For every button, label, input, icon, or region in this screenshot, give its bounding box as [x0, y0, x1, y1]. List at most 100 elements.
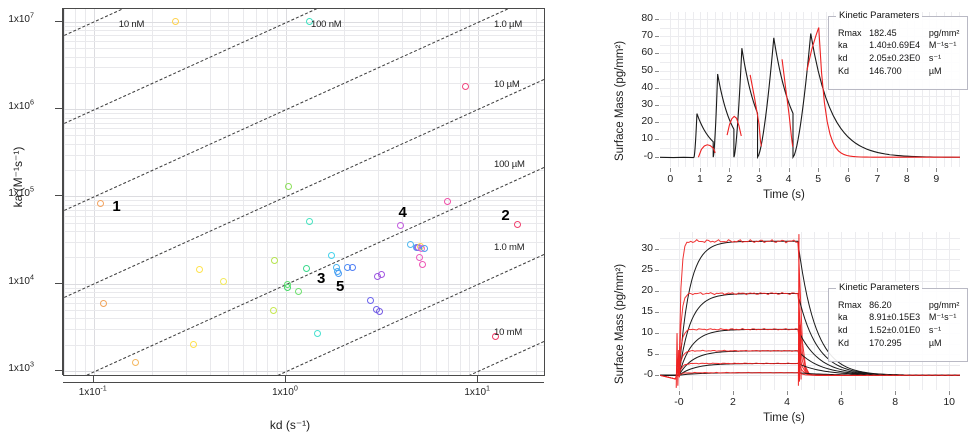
scatter-point: [303, 265, 311, 273]
gridline-vertical: [685, 12, 687, 167]
gridline-vertical: [705, 232, 707, 390]
gridline-vertical: [277, 9, 279, 375]
scatter-point: [284, 182, 292, 190]
y-tick-label: 15: [641, 305, 653, 318]
y-tick-label: 25: [641, 262, 653, 275]
scatter-point: [366, 297, 374, 305]
gridline-horizontal: [64, 242, 544, 243]
kinetic-parameter-row: Rmax 86.20 pg/mm²: [838, 299, 967, 311]
gridline-vertical: [759, 12, 760, 167]
scatter-point: [269, 306, 277, 314]
gridline-horizontal: [660, 280, 960, 282]
scatter-plot-area: 10 nM 100 nM 1.0 µM 10 µM 100 µM 1.0 mM 10 mM …: [63, 8, 545, 376]
scatter-point: [416, 253, 423, 261]
x-tick-label: 1x10-1: [78, 383, 107, 398]
gridline-horizontal: [660, 364, 960, 366]
gridline-horizontal: [64, 303, 544, 305]
gridline-vertical: [677, 12, 679, 167]
gridline-horizontal: [64, 128, 544, 130]
gridline-vertical: [796, 12, 797, 167]
x-tick-mark: [847, 168, 849, 172]
gridline-vertical: [699, 12, 701, 167]
kinetic-parameter-unit: s⁻¹: [928, 325, 942, 335]
x-tick-mark: [936, 168, 938, 172]
scatter-point: [313, 329, 321, 337]
y-tick-label: 1x104: [8, 272, 34, 287]
scatter-point: [294, 288, 302, 296]
kinetic-parameter-key: Rmax: [838, 28, 862, 38]
gridline-horizontal: [660, 248, 960, 250]
kinetic-parameter-key: kd: [838, 325, 848, 335]
kinetic-parameter-unit: µM: [928, 338, 942, 348]
kinetic-parameter-value: 182.45: [869, 28, 897, 38]
kinetic-parameters-title: Kinetic Parameters: [836, 10, 923, 21]
x-tick-mark: [284, 375, 286, 382]
y-tick-label: 60: [641, 46, 653, 59]
sensorgram-bottom-x-axis-title: Time (s): [763, 412, 805, 424]
annotation-5: 5: [336, 278, 345, 295]
gridline-horizontal: [64, 67, 544, 69]
y-tick-mark: [655, 53, 659, 55]
y-tick-mark: [655, 312, 659, 314]
kinetic-parameters-title: Kinetic Parameters: [836, 282, 923, 293]
sensorgram-bottom-curves: [660, 234, 960, 388]
gridline-horizontal: [660, 122, 960, 124]
scatter-point: [492, 332, 499, 340]
gridline-vertical: [448, 9, 450, 375]
scatter-x-axis-title: kd (s⁻¹): [269, 418, 311, 432]
scatter-y-axis-title: ka (M⁻¹s⁻¹): [11, 146, 25, 208]
scatter-point: [132, 359, 140, 366]
gridline-horizontal: [64, 35, 544, 37]
gridline-vertical: [714, 12, 716, 167]
gridline-vertical: [810, 12, 812, 167]
gridline-horizontal: [64, 375, 544, 376]
gridline-horizontal: [660, 312, 960, 314]
x-tick-label: 2: [726, 173, 733, 185]
gridline-vertical: [401, 9, 403, 375]
gridline-horizontal: [660, 79, 960, 81]
gridline-horizontal: [660, 105, 960, 106]
x-tick-label: 6: [844, 173, 851, 185]
gridline-vertical: [733, 232, 734, 390]
gridline-vertical: [751, 12, 753, 167]
annotation-1: 1: [112, 197, 121, 215]
gridline-vertical: [736, 12, 738, 167]
gridline-horizontal: [660, 269, 960, 271]
gridline-horizontal: [64, 292, 544, 294]
scatter-point: [96, 200, 104, 208]
gridline-horizontal: [64, 215, 544, 217]
gridline-vertical: [803, 12, 805, 167]
gridline-vertical: [818, 12, 820, 167]
gridline-horizontal: [64, 48, 544, 49]
gridline-horizontal: [64, 196, 544, 198]
x-tick-label: 3: [756, 173, 762, 185]
scatter-point: [443, 197, 451, 205]
y-tick-mark: [655, 70, 659, 72]
kinetic-parameter-key: ka: [838, 40, 848, 50]
gridline-horizontal: [64, 287, 544, 289]
kinetic-parameter-value: 1.52±0.01E0: [869, 325, 921, 335]
gridline-vertical: [209, 9, 211, 375]
gridline-vertical: [781, 12, 783, 167]
scatter-point: [99, 300, 107, 308]
y-tick-mark: [655, 139, 659, 141]
y-tick-label: 50: [641, 63, 653, 76]
gridline-vertical: [825, 12, 827, 167]
y-tick-mark: [55, 370, 63, 371]
x-tick-label: 1: [696, 173, 703, 185]
gridline-horizontal: [64, 200, 544, 202]
gridline-horizontal: [64, 41, 544, 43]
gridline-horizontal: [64, 109, 544, 111]
x-tick-label: 10: [943, 396, 956, 408]
x-tick-mark: [92, 375, 94, 382]
y-tick-mark: [655, 105, 659, 106]
kinetic-parameter-value: 1.40±0.69E4: [869, 40, 921, 50]
x-tick-mark: [788, 168, 790, 172]
kinetic-parameter-key: ka: [838, 312, 848, 322]
y-tick-label: -0: [643, 149, 653, 162]
y-tick-mark: [655, 354, 659, 356]
x-tick-mark: [787, 391, 789, 395]
annotation-2: 2: [501, 206, 510, 224]
kinetic-parameter-value: 170.295: [869, 338, 902, 348]
gridline-horizontal: [660, 87, 960, 89]
